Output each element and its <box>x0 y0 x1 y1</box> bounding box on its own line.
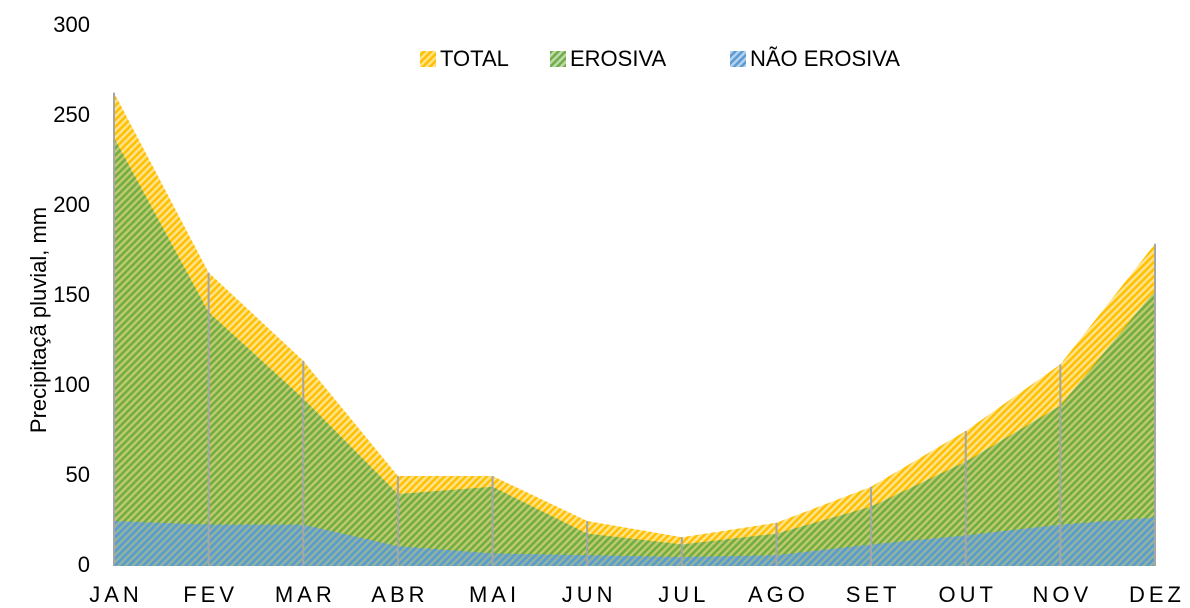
x-tick-label: MAI <box>469 582 520 607</box>
area <box>114 137 1155 566</box>
y-tick-label: 50 <box>66 462 90 487</box>
x-tick-label: MAR <box>275 582 336 607</box>
x-tick-label: JUL <box>658 582 709 607</box>
legend-swatch <box>420 51 436 67</box>
x-tick-label: JUN <box>562 582 617 607</box>
x-tick-label: FEV <box>183 582 238 607</box>
x-tick-label: OUT <box>939 582 997 607</box>
y-tick-label: 100 <box>53 372 90 397</box>
legend-swatch <box>730 51 746 67</box>
x-tick-label: NOV <box>1033 582 1093 607</box>
x-tick-label: ABR <box>371 582 428 607</box>
legend-label: EROSIVA <box>570 46 667 71</box>
area <box>114 92 1155 566</box>
area <box>114 517 1155 566</box>
x-tick-label: DEZ <box>1129 582 1185 607</box>
legend-label: NÃO EROSIVA <box>750 46 900 71</box>
legend-swatch <box>550 51 566 67</box>
legend-label: TOTAL <box>440 46 509 71</box>
y-axis-title: Precipitaçã pluvial, mm <box>26 207 51 433</box>
y-tick-label: 0 <box>78 552 90 577</box>
y-tick-label: 300 <box>53 12 90 37</box>
x-tick-label: SET <box>846 582 901 607</box>
y-tick-label: 250 <box>53 102 90 127</box>
y-tick-label: 150 <box>53 282 90 307</box>
x-tick-label: AGO <box>748 582 809 607</box>
x-tick-label: JAN <box>89 582 143 607</box>
y-tick-label: 200 <box>53 192 90 217</box>
